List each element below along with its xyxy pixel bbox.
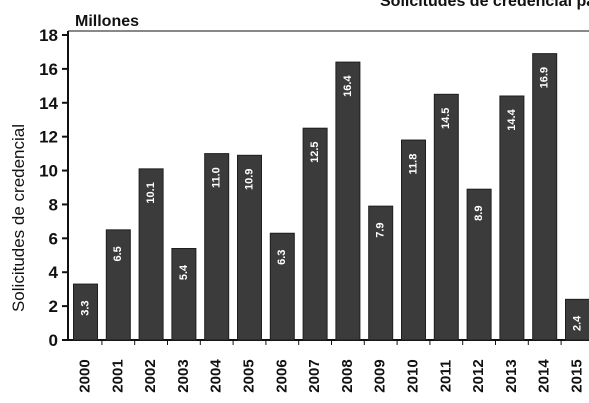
bar-2013 [500,96,524,340]
x-tick-label-2010: 2010 [404,359,421,392]
bar-2011 [434,94,458,340]
y-tick-label: 18 [39,26,58,45]
chart-title: Solicitudes de credencial para votar 200… [380,0,589,10]
data-label-2013: 14.4 [506,108,518,130]
x-tick-label-2013: 2013 [503,359,520,392]
data-label-2014: 16.9 [539,67,551,88]
bar-2014 [533,54,557,340]
bar-2008 [336,62,360,340]
x-tick-label-2002: 2002 [142,359,159,392]
x-tick-label-2003: 2003 [175,359,192,392]
data-label-2008: 16.4 [342,75,354,97]
x-tick-label-2005: 2005 [240,359,257,392]
x-tick-label-2014: 2014 [536,359,553,393]
y-tick-label: 0 [49,331,58,350]
data-label-2011: 14.5 [440,108,452,129]
bar-2003 [172,249,196,341]
data-label-2010: 11.8 [407,154,419,175]
x-tick-label-2015: 2015 [568,359,585,392]
y-tick-label: 2 [49,297,58,316]
y-tick-labels: 0 2 4 6 8 10 12 14 16 18 [39,26,68,350]
x-tick-label-2007: 2007 [306,359,323,392]
x-tick-label-2004: 2004 [208,359,225,393]
y-tick-label: 8 [49,195,58,214]
x-tick-label-2006: 2006 [273,359,290,392]
data-label-2005: 10.9 [243,169,255,190]
x-tick-labels: 2000 2001 2002 2003 2004 2005 2006 2007 2008 2009… [76,340,589,393]
data-label-2000: 3.3 [79,300,91,315]
y-tick-label: 10 [39,162,58,181]
x-tick-label-2001: 2001 [109,359,126,392]
y-axis-title: Solicitudes de credencial [9,124,28,312]
data-label-2002: 10.1 [145,182,157,203]
data-label-2007: 12.5 [309,141,321,162]
data-label-2012: 8.9 [473,206,485,221]
data-label-2006: 6.3 [276,250,288,265]
x-tick-label-2011: 2011 [437,360,454,393]
data-label-2003: 5.4 [178,264,190,280]
unit-label: Millones [75,13,139,30]
x-tick-label-2000: 2000 [76,359,93,392]
data-label-2015: 2.4 [571,315,583,331]
x-tick-label-2009: 2009 [372,359,389,392]
data-label-2004: 11.0 [211,167,223,188]
y-tick-label: 16 [39,60,58,79]
y-tick-label: 14 [39,94,58,113]
x-tick-label-2012: 2012 [470,359,487,392]
data-label-2009: 7.9 [375,222,387,237]
bar-2006 [270,233,294,340]
data-label-2001: 6.5 [112,246,124,261]
y-tick-label: 6 [49,229,58,248]
x-tick-label-2008: 2008 [339,359,356,392]
y-tick-label: 4 [49,263,59,282]
y-tick-label: 12 [39,128,58,147]
